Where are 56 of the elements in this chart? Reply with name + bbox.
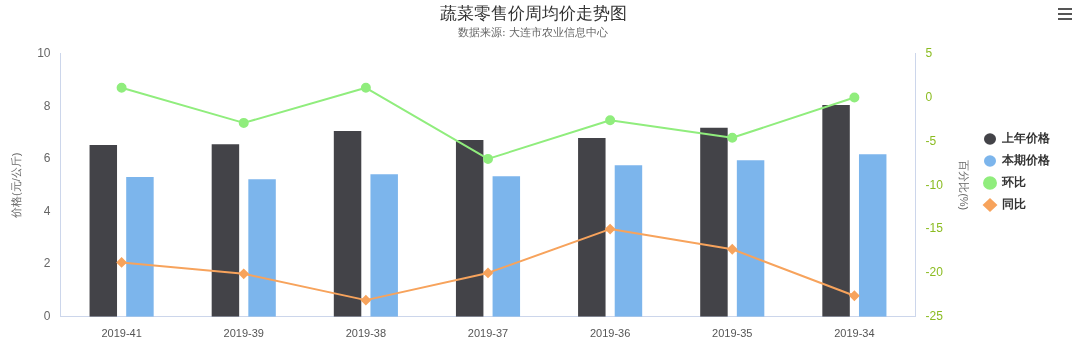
point	[238, 117, 249, 128]
bar	[700, 127, 728, 317]
y2-tick-label: 0	[925, 89, 933, 104]
point	[727, 132, 738, 143]
point	[483, 267, 493, 278]
y2-tick-label: -25	[925, 309, 944, 324]
x-tick-label: 2019-38	[345, 327, 387, 340]
legend-label: 同比	[1002, 197, 1026, 212]
y-axis-title: 价格(元/公斤)	[9, 152, 22, 219]
point	[727, 244, 738, 255]
legend-label: 本期价格	[1001, 153, 1051, 168]
x-tick-label: 2019-41	[101, 327, 142, 340]
y-tick-label: 4	[43, 203, 51, 218]
chart-title: 蔬菜零售价周均价走势图	[439, 2, 627, 23]
x-tick-label: 2019-37	[467, 327, 509, 340]
bar	[578, 138, 606, 317]
bar	[126, 177, 154, 317]
y2-tick-label: -10	[925, 177, 944, 192]
y2-tick-label: -5	[925, 133, 937, 148]
bar	[248, 179, 276, 317]
y2-tick-label: 5	[925, 45, 933, 60]
bar	[858, 154, 887, 317]
y2-tick-label: -20	[925, 265, 944, 280]
y2-tick-label: -15	[925, 221, 944, 236]
legend-label: 环比	[1001, 175, 1026, 190]
y-tick-label: 2	[43, 256, 51, 271]
y2-axis-title: 百分比(%)	[958, 160, 971, 211]
x-tick-label: 2019-34	[834, 327, 875, 340]
point	[605, 224, 616, 235]
point	[116, 257, 127, 268]
bar	[89, 144, 118, 317]
bar	[455, 139, 484, 317]
bar	[614, 165, 643, 317]
bar	[736, 160, 765, 317]
point	[849, 290, 860, 301]
point	[360, 295, 371, 306]
point	[849, 92, 860, 103]
point	[605, 115, 616, 126]
y-tick-label: 6	[43, 151, 51, 166]
y-tick-label: 8	[43, 98, 51, 113]
bar	[333, 130, 362, 317]
point	[116, 82, 127, 93]
legend-label: 上年价格	[1001, 131, 1051, 146]
x-tick-label: 2019-35	[712, 327, 753, 340]
point	[360, 82, 371, 93]
x-tick-label: 2019-39	[223, 327, 264, 340]
point	[238, 268, 249, 279]
bar	[492, 176, 521, 317]
y-tick-label: 0	[43, 309, 51, 324]
y-tick-label: 10	[37, 45, 51, 60]
bar	[370, 174, 398, 317]
point	[483, 153, 493, 164]
chart-subtitle: 数据来源: 大连市农业信息中心	[457, 25, 609, 39]
bar	[211, 144, 240, 317]
bar	[822, 104, 850, 317]
x-tick-label: 2019-36	[589, 327, 631, 340]
